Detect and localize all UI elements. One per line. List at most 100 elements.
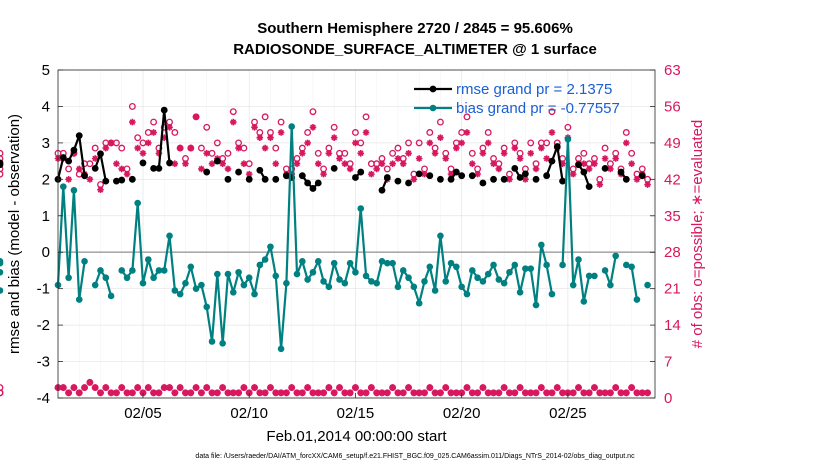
obs-evaluated-marker-bottom xyxy=(192,384,200,391)
obs-evaluated-marker xyxy=(522,176,529,183)
bias-point xyxy=(357,205,365,212)
bias-point xyxy=(442,278,450,285)
obs-evaluated-marker-bottom xyxy=(277,389,285,397)
obs-evaluated-marker xyxy=(516,155,524,162)
obs-evaluated-marker xyxy=(373,165,380,173)
obs-evaluated-marker xyxy=(134,144,141,152)
obs-evaluated-marker xyxy=(203,150,211,157)
obs-evaluated-marker-bottom xyxy=(75,389,83,397)
obs-possible-marker xyxy=(203,123,211,131)
obs-evaluated-marker xyxy=(107,139,115,147)
y-tick-label-right: 21 xyxy=(664,281,681,298)
obs-evaluated-marker xyxy=(235,144,242,152)
obs-evaluated-marker-bottom xyxy=(585,389,593,397)
bias-point xyxy=(256,261,264,269)
obs-evaluated-marker-bottom xyxy=(198,389,205,397)
bias-point xyxy=(208,338,216,345)
y-tick-label-right: 14 xyxy=(664,317,681,334)
chart-title-line2: RADIOSONDE_SURFACE_ALTIMETER @ 1 surface xyxy=(233,41,597,58)
obs-evaluated-marker xyxy=(144,139,152,147)
obs-evaluated-marker-bottom xyxy=(60,384,67,391)
obs-evaluated-marker xyxy=(421,170,428,178)
y-tick-label-right: 63 xyxy=(664,62,681,79)
y-tick-label-left: 3 xyxy=(42,135,50,152)
obs-evaluated-marker-bottom xyxy=(320,389,327,397)
y-tick-label-left: 1 xyxy=(42,208,50,225)
rmse-point xyxy=(601,165,609,172)
obs-evaluated-marker xyxy=(245,170,253,178)
obs-evaluated-marker-bottom xyxy=(437,389,444,397)
obs-evaluated-marker-bottom xyxy=(389,384,396,391)
bias-point xyxy=(336,276,343,283)
bias-point xyxy=(272,272,280,280)
obs-evaluated-marker xyxy=(267,134,274,141)
obs-evaluated-marker-bottom xyxy=(176,384,184,391)
obs-evaluated-marker xyxy=(405,150,412,157)
rmse-point xyxy=(500,175,508,183)
bias-point xyxy=(245,274,253,282)
obs-evaluated-marker-bottom xyxy=(463,384,471,391)
obs-evaluated-marker-bottom xyxy=(261,389,269,397)
obs-possible-marker xyxy=(240,144,248,152)
obs-evaluated-marker xyxy=(240,160,248,168)
obs-evaluated-marker-bottom xyxy=(543,389,550,397)
obs-evaluated-marker-bottom xyxy=(113,389,120,397)
obs-evaluated-marker-bottom xyxy=(601,389,609,397)
y-tick-label-left: -2 xyxy=(37,317,50,334)
bias-point xyxy=(506,268,513,276)
obs-possible-marker xyxy=(564,123,572,131)
obs-evaluated-marker-bottom xyxy=(299,389,306,397)
x-axis-label: Feb.01,2014 00:00:00 start xyxy=(266,428,447,445)
obs-evaluated-marker xyxy=(426,139,434,147)
bias-point xyxy=(107,292,115,300)
rmse-point xyxy=(59,154,67,161)
bias-point xyxy=(543,261,550,269)
bias-point xyxy=(261,256,269,263)
y-tick-label-left: 4 xyxy=(42,98,50,115)
bias-point xyxy=(97,267,104,274)
obs-possible-marker xyxy=(389,149,397,157)
rmse-point xyxy=(314,179,322,187)
obs-evaluated-marker xyxy=(628,160,635,168)
obs-evaluated-marker xyxy=(171,160,179,168)
bias-point xyxy=(91,281,99,289)
y-axis-label-left: rmse and bias (model - observation) xyxy=(6,114,23,354)
bias-point xyxy=(346,259,354,267)
obs-evaluated-marker xyxy=(192,113,200,121)
y-tick-label-left: -4 xyxy=(37,390,50,407)
obs-evaluated-marker xyxy=(490,160,497,168)
y-axis-label-right: # of obs: o=possible; ∗=evaluated xyxy=(689,120,706,349)
obs-evaluated-marker-bottom xyxy=(187,389,195,397)
obs-evaluated-marker xyxy=(612,155,619,162)
rmse-point xyxy=(113,177,120,185)
rmse-point xyxy=(352,174,359,181)
obs-possible-marker xyxy=(548,108,556,116)
x-tick-label: 02/10 xyxy=(230,405,268,422)
bias-point xyxy=(352,268,359,276)
rmse-point xyxy=(447,175,455,183)
obs-evaluated-marker-bottom xyxy=(532,389,540,397)
obs-evaluated-marker xyxy=(410,176,418,183)
obs-evaluated-marker-bottom xyxy=(421,389,428,397)
obs-evaluated-marker xyxy=(336,155,343,162)
bias-point xyxy=(623,261,630,269)
bias-point xyxy=(224,270,232,278)
obs-evaluated-marker-bottom xyxy=(304,384,311,391)
obs-evaluated-marker xyxy=(176,144,184,152)
obs-evaluated-marker xyxy=(394,155,402,162)
obs-evaluated-marker-bottom xyxy=(527,389,535,397)
obs-evaluated-marker xyxy=(91,155,99,162)
plot-frame xyxy=(57,69,656,399)
rmse-point xyxy=(378,186,386,194)
obs-evaluated-marker-bottom xyxy=(612,384,619,391)
rmse-point xyxy=(166,159,173,167)
obs-possible-marker xyxy=(415,139,423,147)
bias-point xyxy=(0,268,4,276)
obs-evaluated-marker-bottom xyxy=(267,384,274,391)
obs-possible-marker xyxy=(144,129,152,136)
obs-evaluated-marker-bottom xyxy=(166,384,173,391)
y-tick-label-right: 35 xyxy=(664,208,681,225)
obs-evaluated-marker xyxy=(437,134,444,141)
obs-evaluated-marker xyxy=(431,150,439,157)
obs-evaluated-marker xyxy=(224,165,232,173)
